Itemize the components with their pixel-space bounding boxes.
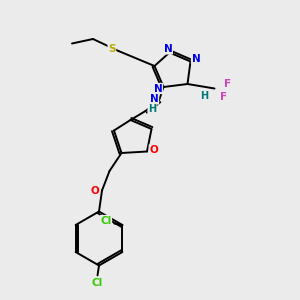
Text: Cl: Cl — [100, 215, 112, 226]
Text: N: N — [150, 94, 159, 104]
Text: F: F — [220, 92, 227, 103]
Text: N: N — [154, 83, 163, 94]
Text: O: O — [149, 145, 158, 155]
Text: N: N — [164, 44, 172, 54]
Text: H: H — [200, 91, 208, 101]
Text: N: N — [191, 54, 200, 64]
Text: F: F — [224, 79, 232, 89]
Text: O: O — [90, 186, 99, 196]
Text: H: H — [148, 104, 156, 115]
Text: S: S — [108, 44, 116, 54]
Text: Cl: Cl — [92, 278, 103, 289]
